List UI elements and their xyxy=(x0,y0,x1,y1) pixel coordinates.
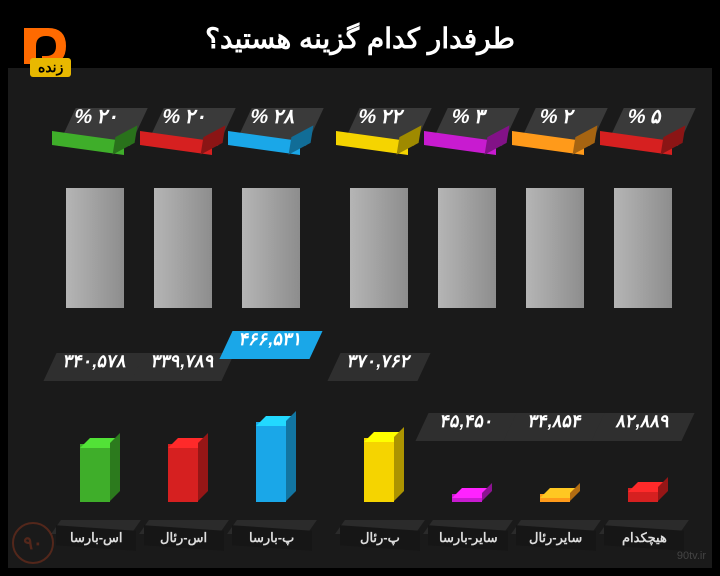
chart-area: % ۲۰ ۳۴۰,۵۷۸ اس-بارسا % ۲۰ ۳۳۹,۷۸۹ اس-رئ… xyxy=(58,108,682,538)
percent-box: % ۳ xyxy=(430,108,502,148)
percent-label: % ۳ xyxy=(427,104,510,129)
value-label: ۳۷۰,۷۶۲ xyxy=(332,351,426,372)
value-label: ۴۶۶,۵۳۱ xyxy=(224,329,318,350)
percent-label: % ۲۰ xyxy=(143,104,226,129)
value-tag: ۴۵,۴۵۰ xyxy=(422,413,512,443)
percent-label: % ۵ xyxy=(603,104,686,129)
category-base: پ-رئال xyxy=(340,520,420,538)
data-bar xyxy=(628,488,658,502)
value-tag: ۳۳۹,۷۸۹ xyxy=(138,353,228,383)
data-bar xyxy=(256,422,286,502)
category-label: سایر-رئال xyxy=(529,530,582,546)
value-label: ۳۴,۸۵۴ xyxy=(508,411,602,432)
value-label: ۴۵,۴۵۰ xyxy=(420,411,514,432)
value-label: ۳۴۰,۵۷۸ xyxy=(48,351,142,372)
category-label: اس-بارسا xyxy=(70,530,123,546)
data-bar xyxy=(540,494,570,502)
value-tag: ۳۴۰,۵۷۸ xyxy=(50,353,140,383)
backdrop-pillar xyxy=(350,188,408,308)
watermark-circle-icon: ۹۰ xyxy=(12,522,54,564)
category-base: هیچکدام xyxy=(604,520,684,538)
percent-box: % ۲۲ xyxy=(342,108,414,148)
top-bar: طرفدار کدام گزینه هستید؟ xyxy=(8,8,712,68)
percent-box: % ۲ xyxy=(518,108,590,148)
poll-title: طرفدار کدام گزینه هستید؟ xyxy=(205,22,515,55)
category-base: اس-رئال xyxy=(144,520,224,538)
backdrop-pillar xyxy=(438,188,496,308)
value-tag: ۳۷۰,۷۶۲ xyxy=(334,353,424,383)
percent-label: % ۲۰ xyxy=(55,104,138,129)
category-label: هیچکدام xyxy=(622,530,667,546)
percent-box: % ۵ xyxy=(606,108,678,148)
percent-box: % ۲۰ xyxy=(58,108,130,148)
backdrop-pillar xyxy=(242,188,300,308)
data-bar xyxy=(364,438,394,502)
category-label: پ-رئال xyxy=(360,530,400,546)
data-bar xyxy=(452,494,482,502)
percent-box: % ۲۸ xyxy=(234,108,306,148)
value-label: ۳۳۹,۷۸۹ xyxy=(136,351,230,372)
value-label: ۸۲,۸۸۹ xyxy=(596,411,690,432)
percent-box: % ۲۰ xyxy=(146,108,218,148)
percent-label: % ۲۲ xyxy=(339,104,422,129)
value-tag: ۴۶۶,۵۳۱ xyxy=(226,331,316,361)
category-base: سایر-بارسا xyxy=(428,520,508,538)
percent-label: % ۲ xyxy=(515,104,598,129)
backdrop-pillar xyxy=(66,188,124,308)
category-label: پ-بارسا xyxy=(249,530,294,546)
watermark-text: 90tv.ir xyxy=(677,550,706,562)
backdrop-pillar xyxy=(526,188,584,308)
category-label: اس-رئال xyxy=(160,530,207,546)
percent-label: % ۲۸ xyxy=(231,104,314,129)
data-bar xyxy=(80,444,110,502)
live-badge: زنده xyxy=(30,58,71,77)
value-tag: ۸۲,۸۸۹ xyxy=(598,413,688,443)
category-base: پ-بارسا xyxy=(232,520,312,538)
category-base: سایر-رئال xyxy=(516,520,596,538)
category-base: اس-بارسا xyxy=(56,520,136,538)
backdrop-pillar xyxy=(614,188,672,308)
data-bar xyxy=(168,444,198,502)
value-tag: ۳۴,۸۵۴ xyxy=(510,413,600,443)
backdrop-pillar xyxy=(154,188,212,308)
category-label: سایر-بارسا xyxy=(439,530,498,546)
